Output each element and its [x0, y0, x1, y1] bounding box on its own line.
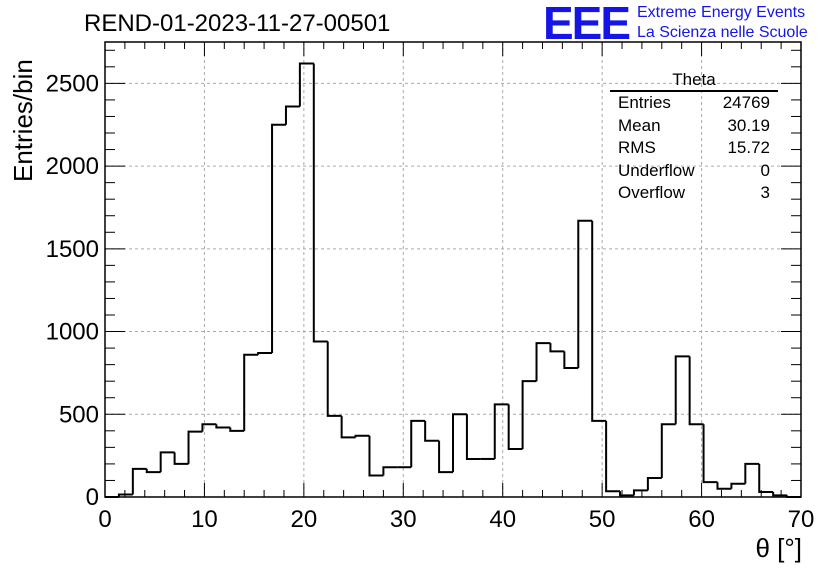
histogram-bin [702, 424, 718, 484]
y-tick-label: 2000 [46, 153, 99, 180]
histogram-bin [284, 105, 300, 125]
histogram-bin [410, 419, 426, 468]
x-tick-label: 70 [788, 506, 815, 533]
x-tick-label: 10 [191, 506, 218, 533]
y-tick-label: 500 [59, 401, 99, 428]
histogram-bin [271, 123, 286, 354]
x-tick-label: 60 [688, 506, 715, 533]
histogram-bin [159, 451, 175, 473]
histogram-bin [632, 489, 648, 496]
histogram-bin [758, 463, 774, 494]
histogram-bin [229, 427, 245, 432]
histogram-bin [215, 424, 231, 429]
stats-label: Mean [618, 115, 661, 135]
x-tick-label: 0 [98, 506, 111, 533]
x-tick-label: 30 [390, 506, 417, 533]
logo-line-1: Extreme Energy Events [637, 4, 806, 21]
histogram-bin [187, 430, 203, 464]
stats-row-mean: Mean 30.19 [610, 115, 778, 138]
x-axis-title: θ [°] [755, 533, 802, 563]
histogram-bin [368, 435, 384, 477]
histogram-bin [257, 352, 273, 355]
eee-logo: EEE [543, 0, 631, 49]
stats-row-rms: RMS 15.72 [610, 137, 778, 160]
histogram-bin [772, 492, 788, 497]
histogram-bin [354, 434, 370, 438]
stats-label: Overflow [618, 183, 686, 202]
stats-title: Theta [610, 70, 778, 92]
stats-value: 0 [760, 160, 770, 180]
histogram-bin [424, 420, 440, 442]
histogram-bin [312, 63, 328, 343]
histogram-bin [201, 423, 217, 432]
x-tick-label: 20 [291, 506, 318, 533]
histogram-bin [438, 440, 453, 474]
histogram-bin [145, 468, 161, 474]
histogram-bin [173, 452, 189, 465]
histogram-bin [549, 343, 565, 353]
logo-line-2: La Scienza nelle Scuole [637, 24, 808, 41]
x-tick-label: 50 [589, 506, 616, 533]
histogram-bin [577, 219, 593, 368]
x-tick-label: 40 [489, 506, 516, 533]
histogram-bin [521, 380, 537, 450]
histogram-bin [605, 420, 621, 493]
histogram-bin [744, 462, 760, 484]
histogram-bin [452, 413, 467, 473]
y-axis-title: Entries/bin [8, 59, 38, 182]
histogram-bin [674, 355, 690, 425]
histogram-bin [243, 353, 259, 431]
histogram-bin [535, 342, 551, 382]
stats-row-overflow: Overflow 3 [610, 182, 778, 205]
histogram-bin [298, 62, 314, 107]
stats-row-entries: Entries 24769 [610, 92, 778, 115]
histogram-bin [660, 423, 676, 478]
histogram-bin [716, 482, 732, 490]
stats-label: Underflow [618, 160, 695, 180]
stats-value: 3 [760, 183, 770, 202]
stats-value: 15.72 [727, 138, 770, 157]
histogram-bin [117, 493, 133, 497]
histogram-bin [493, 403, 509, 459]
y-tick-label: 0 [86, 484, 99, 511]
histogram-bin [730, 482, 746, 489]
histogram-bin [563, 351, 579, 369]
stats-row-underflow: Underflow 0 [610, 160, 778, 183]
histogram-bin [465, 414, 481, 460]
histogram-bin [619, 491, 634, 497]
histogram-bin [326, 341, 342, 417]
histogram-bin [646, 476, 662, 491]
histogram-bin [340, 415, 356, 439]
axis-ticks [104, 42, 802, 498]
histogram-bin [688, 356, 704, 426]
stats-label: RMS [618, 138, 656, 157]
plot-frame [104, 41, 802, 498]
histogram-bins [105, 62, 801, 498]
y-tick-label: 2500 [46, 70, 99, 97]
histogram-bin [382, 466, 398, 476]
chart-title: REND-01-2023-11-27-00501 [84, 10, 391, 37]
y-tick-label: 1500 [46, 236, 99, 263]
stats-label: Entries [618, 93, 671, 112]
stats-box: Theta Entries 24769 Mean 30.19 RMS 15.72 Un… [610, 70, 778, 205]
histogram-bin [507, 404, 523, 451]
y-tick-label: 1000 [46, 319, 99, 346]
histogram-bin [591, 220, 607, 422]
histogram-bin [131, 467, 147, 495]
stats-value: 30.19 [727, 115, 770, 135]
stats-value: 24769 [722, 93, 770, 112]
